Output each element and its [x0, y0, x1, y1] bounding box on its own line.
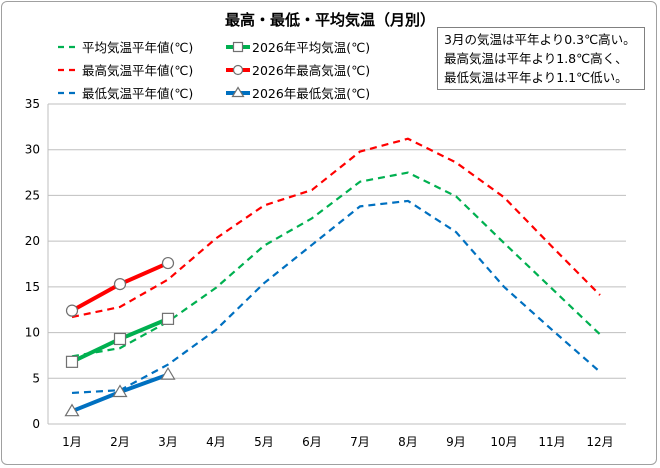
y-tick-label: 5: [32, 371, 40, 385]
x-tick-label: 6月: [302, 435, 322, 449]
series-line: [71, 199, 601, 395]
annotation-line: 最高気温は平年より1.8℃高く、: [444, 51, 628, 66]
x-tick-label: 2月: [110, 435, 130, 449]
square-marker: [65, 355, 79, 368]
circle-marker: [232, 64, 244, 76]
y-tick-label: 35: [25, 97, 40, 111]
legend-label: 最低気温平年値(℃): [82, 86, 193, 101]
series-line: [71, 137, 601, 319]
x-tick-label: 9月: [446, 435, 466, 449]
y-tick-label: 10: [25, 326, 40, 340]
y-tick-label: 20: [25, 234, 40, 248]
square-marker: [232, 41, 244, 53]
circle-marker: [113, 278, 127, 291]
y-tick-label: 30: [25, 143, 40, 157]
triangle-marker: [231, 86, 245, 98]
legend-label: 2026年最低気温(℃): [252, 86, 370, 101]
y-tick-label: 15: [25, 280, 40, 294]
y-tick-label: 0: [32, 417, 40, 431]
x-tick-label: 4月: [206, 435, 226, 449]
x-tick-label: 10月: [490, 435, 517, 449]
legend-label: 最高気温平年値(℃): [82, 63, 193, 78]
x-tick-label: 1月: [62, 435, 82, 449]
square-marker: [161, 312, 175, 325]
annotation-box: 3月の気温は平年より0.3℃高い。 最高気温は平年より1.8℃高く、 最低気温は…: [437, 27, 645, 90]
circle-marker: [161, 256, 175, 270]
chart-title: 最高・最低・平均気温（月別）: [225, 11, 435, 29]
x-tick-label: 3月: [158, 435, 178, 449]
x-tick-label: 5月: [254, 435, 274, 449]
legend-label: 平均気温平年値(℃): [82, 40, 193, 55]
x-tick-label: 7月: [350, 435, 370, 449]
y-tick-label: 25: [25, 188, 40, 202]
x-tick-label: 11月: [538, 435, 565, 449]
legend-label: 2026年最高気温(℃): [252, 63, 370, 78]
circle-marker: [65, 304, 79, 317]
series-line: [71, 171, 601, 358]
x-tick-label: 8月: [398, 435, 418, 449]
square-marker: [113, 332, 127, 346]
annotation-line: 3月の気温は平年より0.3℃高い。: [444, 32, 636, 47]
triangle-marker: [64, 403, 80, 417]
legend-label: 2026年平均気温(℃): [252, 40, 370, 55]
x-tick-label: 12月: [586, 435, 613, 449]
triangle-marker: [112, 384, 128, 398]
annotation-line: 最低気温は平年より1.1℃低い。: [444, 70, 628, 85]
triangle-marker: [160, 366, 176, 380]
